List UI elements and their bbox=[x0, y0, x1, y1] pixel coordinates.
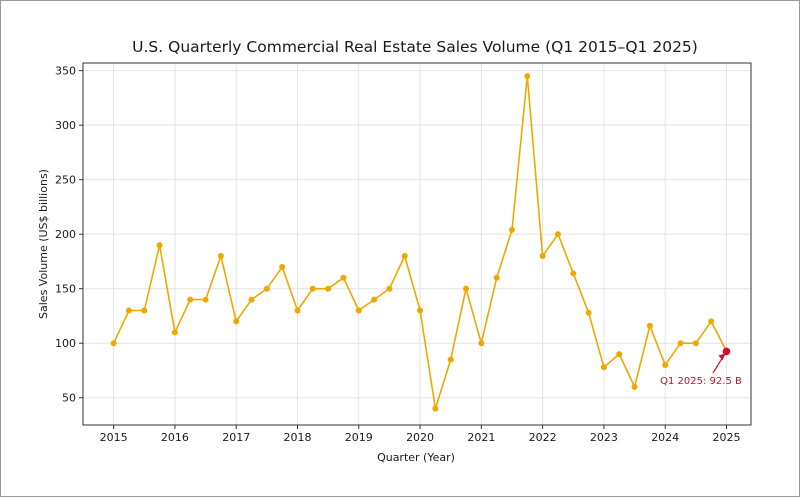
data-point bbox=[187, 296, 194, 303]
x-tick-label: 2017 bbox=[222, 431, 250, 444]
data-point bbox=[478, 340, 485, 347]
data-point bbox=[692, 340, 699, 347]
data-point bbox=[508, 226, 515, 233]
data-point bbox=[524, 73, 531, 80]
x-tick-label: 2021 bbox=[467, 431, 495, 444]
data-point bbox=[493, 274, 500, 281]
data-point bbox=[417, 307, 424, 314]
data-point bbox=[171, 329, 178, 336]
data-point bbox=[202, 296, 209, 303]
highlight-point bbox=[722, 347, 731, 356]
data-point bbox=[371, 296, 378, 303]
annotation-label: Q1 2025: 92.5 B bbox=[660, 376, 742, 387]
x-tick-label: 2019 bbox=[345, 431, 373, 444]
data-point bbox=[585, 309, 592, 316]
data-point bbox=[110, 340, 117, 347]
data-point bbox=[432, 405, 439, 412]
data-point bbox=[248, 296, 255, 303]
x-tick-label: 2020 bbox=[406, 431, 434, 444]
data-point bbox=[386, 285, 393, 292]
data-point bbox=[401, 252, 408, 259]
data-point bbox=[355, 307, 362, 314]
data-point bbox=[662, 362, 669, 369]
y-tick-label: 300 bbox=[55, 119, 76, 132]
x-axis-label: Quarter (Year) bbox=[377, 451, 455, 464]
data-point bbox=[463, 285, 470, 292]
x-tick-label: 2023 bbox=[590, 431, 618, 444]
y-tick-label: 350 bbox=[55, 65, 76, 78]
x-tick-label: 2022 bbox=[529, 431, 557, 444]
annotation-arrowhead bbox=[718, 353, 726, 361]
data-point bbox=[156, 242, 163, 249]
x-tick-label: 2016 bbox=[161, 431, 189, 444]
data-point bbox=[294, 307, 301, 314]
data-point bbox=[233, 318, 240, 325]
x-tick-label: 2024 bbox=[651, 431, 679, 444]
data-point bbox=[631, 383, 638, 390]
y-tick-label: 250 bbox=[55, 174, 76, 187]
data-point bbox=[309, 285, 316, 292]
data-point bbox=[217, 252, 224, 259]
data-point bbox=[616, 351, 623, 358]
data-point bbox=[646, 322, 653, 329]
y-tick-label: 50 bbox=[62, 392, 76, 405]
grid bbox=[83, 63, 751, 425]
y-axis-label: Sales Volume (US$ billions) bbox=[37, 169, 50, 319]
data-point bbox=[554, 231, 561, 238]
data-point bbox=[340, 274, 347, 281]
data-point bbox=[539, 252, 546, 259]
data-point bbox=[141, 307, 148, 314]
data-point bbox=[279, 263, 286, 270]
y-tick-label: 200 bbox=[55, 228, 76, 241]
data-point bbox=[677, 340, 684, 347]
x-tick-label: 2018 bbox=[283, 431, 311, 444]
data-point bbox=[570, 270, 577, 277]
axes: 2015 2016 2017 2018 2019 2020 2021 2022 2023 2024… bbox=[55, 62, 752, 444]
chart-title: U.S. Quarterly Commercial Real Estate Sa… bbox=[132, 38, 698, 56]
y-tick-label: 150 bbox=[55, 283, 76, 296]
x-tick-label: 2015 bbox=[100, 431, 128, 444]
data-point bbox=[708, 318, 715, 325]
y-tick-label: 100 bbox=[55, 337, 76, 350]
data-point bbox=[125, 307, 132, 314]
data-points bbox=[110, 73, 731, 412]
data-point bbox=[600, 364, 607, 371]
data-point bbox=[325, 285, 332, 292]
data-point bbox=[447, 356, 454, 363]
data-point bbox=[263, 285, 270, 292]
x-tick-label: 2025 bbox=[712, 431, 740, 444]
plot-area-border bbox=[82, 62, 752, 426]
